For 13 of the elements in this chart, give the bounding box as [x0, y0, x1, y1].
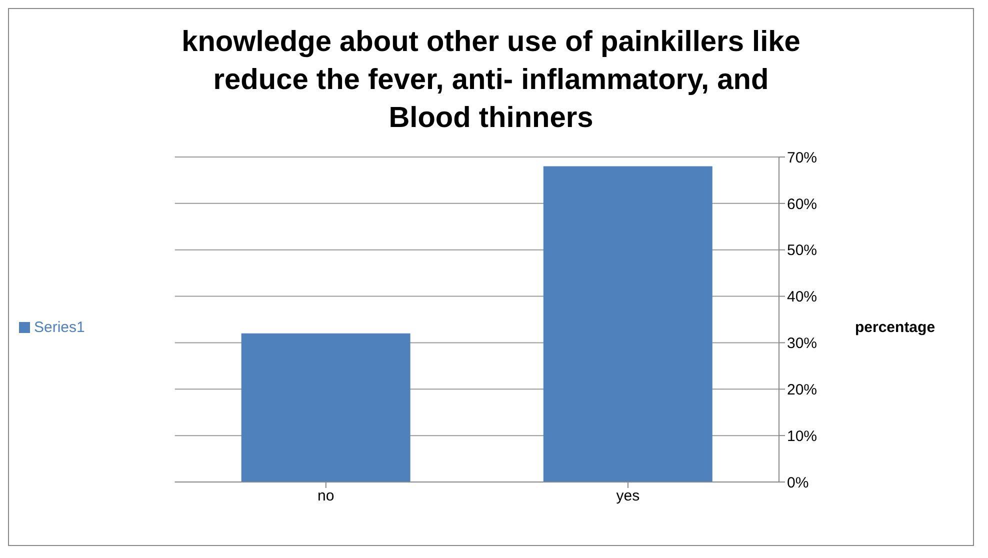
- y-tick-label: 50%: [787, 242, 818, 260]
- chart-title: knowledge about other use of painkillers like reduce the fever, anti- inflammatory, and Blood thinners: [180, 25, 802, 136]
- y-tick-label: 20%: [787, 381, 818, 398]
- y-tick-label: 60%: [787, 196, 818, 213]
- y-tick-label: 30%: [787, 335, 818, 352]
- y-tick-label: 10%: [787, 428, 818, 445]
- legend-label: Series1: [34, 318, 85, 336]
- x-tick-label: yes: [616, 488, 640, 505]
- y-tick-label: 0%: [787, 474, 809, 492]
- y-axis-title: percentage: [855, 318, 936, 336]
- y-tick-label: 40%: [787, 288, 818, 306]
- y-tick-label: 70%: [787, 149, 818, 166]
- x-tick-label: no: [318, 488, 334, 505]
